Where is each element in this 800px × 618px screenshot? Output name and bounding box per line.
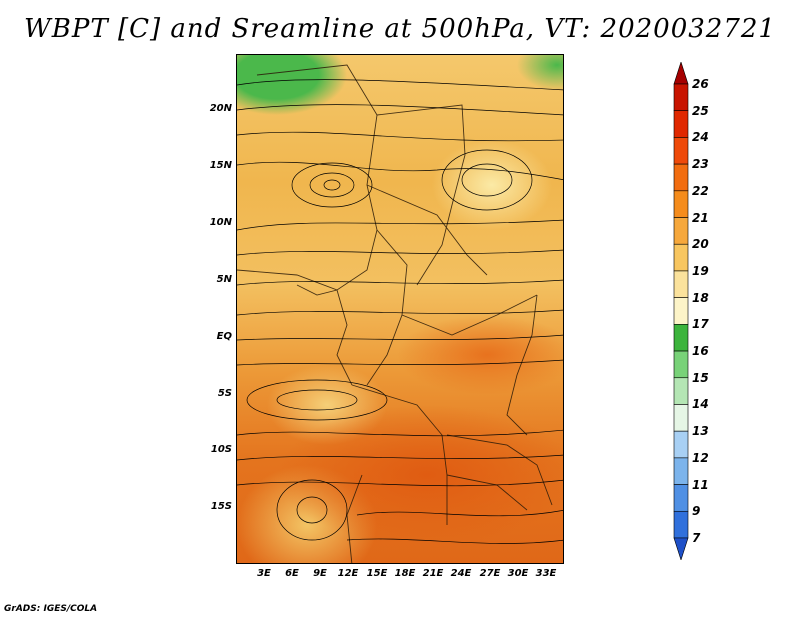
lat-label: 5S: [217, 388, 232, 399]
colorbar-segment: [673, 137, 689, 165]
lon-label: 33E: [535, 568, 557, 579]
colorbar-tick-label: 23: [692, 157, 709, 172]
colorbar-segment: [673, 404, 689, 432]
colorbar-segment: [673, 190, 689, 218]
colorbar-tick-label: 18: [692, 290, 709, 305]
lat-label: 15N: [209, 160, 232, 171]
colorbar-segment: [673, 110, 689, 138]
colorbar-segment: [673, 217, 689, 245]
lat-label: 10S: [210, 444, 232, 455]
colorbar-tick-label: 16: [692, 344, 709, 359]
colorbar-tick-label: 21: [692, 210, 709, 225]
colorbar-segment: [673, 243, 689, 272]
lat-label: EQ: [216, 331, 232, 342]
colorbar-tick-label: 13: [692, 424, 709, 439]
colorbar-tick-label: 20: [692, 237, 709, 252]
lat-label: 15S: [210, 501, 232, 512]
colorbar-segment: [673, 83, 689, 112]
colorbar-segment: [673, 510, 689, 539]
map-panel: [236, 54, 564, 564]
lon-label: 3E: [257, 568, 271, 579]
colorbar-tick-label: 15: [692, 370, 709, 385]
colorbar-segment: [673, 377, 689, 405]
colorbar-tick-label: 17: [692, 317, 709, 332]
colorbar-tick-label: 9: [692, 504, 701, 519]
lon-label: 21E: [422, 568, 444, 579]
lon-label: 30E: [507, 568, 529, 579]
lon-label: 24E: [450, 568, 472, 579]
credit-text: GrADS: IGES/COLA: [4, 604, 98, 614]
lon-label: 15E: [366, 568, 388, 579]
colorbar-segment: [673, 430, 689, 459]
lon-label: 9E: [313, 568, 327, 579]
colorbar-segment: [673, 163, 689, 192]
colorbar-segment: [673, 484, 689, 512]
colorbar-segment: [673, 270, 689, 298]
country-borders: [237, 64, 553, 563]
colorbar-tick-label: 19: [692, 263, 709, 278]
colorbar-tick-label: 22: [692, 183, 709, 198]
colorbar-tick-label: 25: [692, 103, 709, 118]
lat-label: 10N: [209, 217, 232, 228]
colorbar-tick-label: 12: [692, 450, 709, 465]
lat-label: 20N: [209, 103, 232, 114]
colorbar-segment: [673, 350, 689, 379]
colorbar: [673, 62, 689, 560]
colorbar-tick-label: 26: [692, 77, 709, 91]
colorbar-tick-label: 11: [692, 477, 709, 492]
colorbar-segment: [673, 457, 689, 485]
colorbar-bottom-arrow: [673, 537, 689, 560]
lon-label: 27E: [479, 568, 501, 579]
lon-label: 6E: [285, 568, 299, 579]
lon-label: 12E: [337, 568, 359, 579]
lat-label: 5N: [216, 274, 232, 285]
lon-label: 18E: [394, 568, 416, 579]
colorbar-segment: [673, 324, 689, 352]
map-overlay: [237, 64, 563, 563]
colorbar-tick-label: 24: [692, 130, 709, 145]
colorbar-tick-label: 14: [692, 397, 709, 412]
colorbar-segment: [673, 297, 689, 325]
chart-title: WBPT [C] and Sreamline at 500hPa, VT: 20…: [24, 14, 776, 44]
streamlines: [237, 79, 563, 544]
colorbar-top-arrow: [673, 62, 689, 85]
colorbar-tick-label: 7: [692, 531, 701, 545]
